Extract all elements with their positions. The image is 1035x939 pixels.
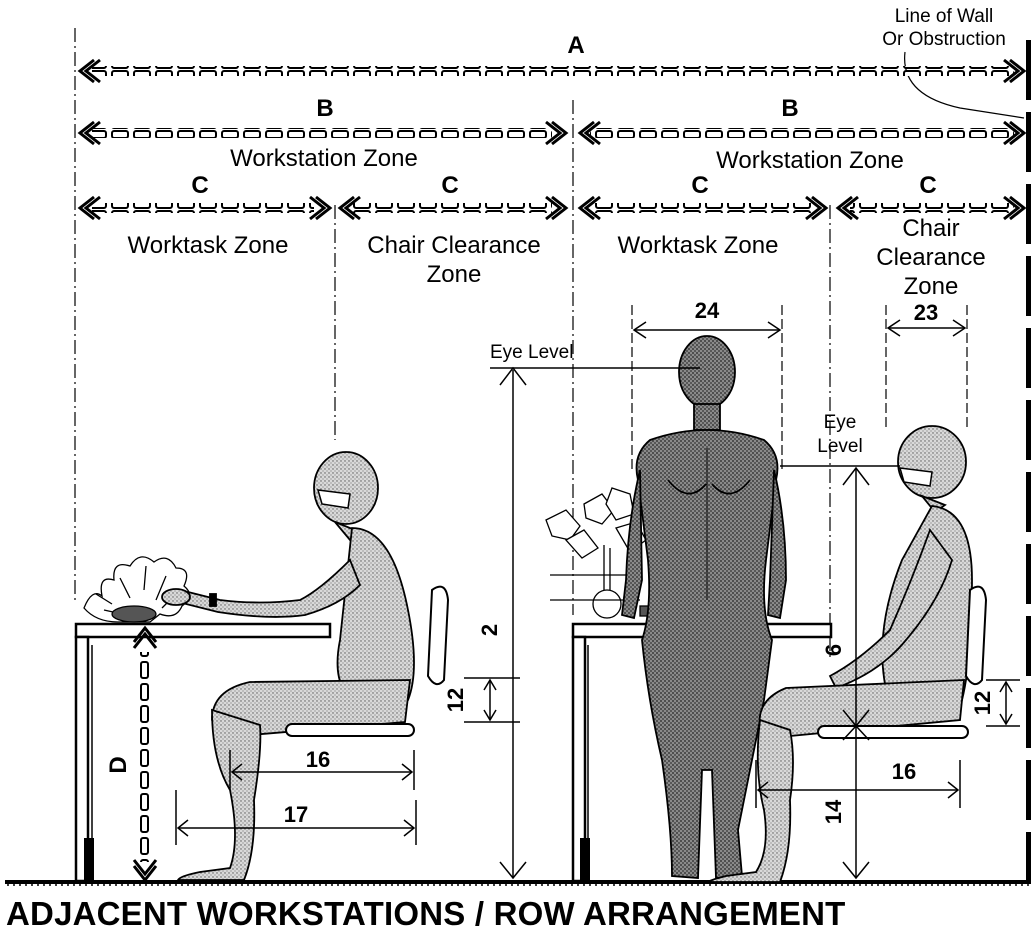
wall-note-line1: Line of Wall bbox=[895, 6, 994, 27]
chair-clearance-left-l2: Zone bbox=[427, 261, 482, 288]
seat-depth-left-value: 16 bbox=[306, 747, 330, 772]
wall-note-line2: Or Obstruction bbox=[882, 29, 1006, 50]
dimension-a: A bbox=[77, 32, 1027, 84]
plant-left bbox=[83, 556, 191, 623]
workstation-zone-left: Workstation Zone bbox=[230, 145, 418, 172]
worktask-zone-left: Worktask Zone bbox=[128, 232, 289, 259]
dim-knee-depth-left: 17 bbox=[175, 790, 417, 845]
chair-clearance-right-l1: Chair bbox=[902, 215, 959, 242]
floor bbox=[5, 880, 1031, 887]
dimension-d: D bbox=[105, 625, 158, 883]
dimension-c-row: C C C C bbox=[77, 172, 1027, 221]
label-a: A bbox=[567, 32, 584, 59]
diagram-title: ADJACENT WORKSTATIONS / ROW ARRANGEMENT bbox=[6, 895, 846, 932]
chair-clearance-right-l3: Zone bbox=[904, 273, 959, 300]
dim-seat-depth-left: 16 bbox=[229, 747, 415, 790]
wall-note: Line of Wall Or Obstruction bbox=[882, 6, 1025, 119]
standing-figure bbox=[621, 335, 787, 879]
seat-depth-right-value: 16 bbox=[892, 759, 916, 784]
label-c2: C bbox=[441, 172, 458, 199]
dim-seat-back-left: 12 bbox=[443, 677, 520, 723]
eye-level-seated-l1: Eye bbox=[824, 412, 857, 433]
knee-depth-left-value: 17 bbox=[284, 802, 308, 827]
dimension-b-right: B Workstation Zone bbox=[577, 95, 1027, 174]
dim-seat-depth-right: 16 bbox=[755, 759, 961, 808]
label-c1: C bbox=[191, 172, 208, 199]
dim-seat-back-right: 12 bbox=[970, 679, 1020, 727]
dim-chair-width: 23 bbox=[886, 300, 967, 337]
desk-left bbox=[74, 622, 332, 883]
seat-height-right-value: 14 bbox=[821, 799, 846, 824]
chair-left bbox=[285, 585, 450, 737]
label-b-left: B bbox=[316, 95, 333, 122]
label-c3: C bbox=[691, 172, 708, 199]
dim-standing-eye: Eye Level 2 bbox=[477, 342, 700, 880]
seated-figure-right bbox=[705, 425, 973, 883]
eye-level-seated-l2: Level bbox=[817, 436, 862, 457]
label-d: D bbox=[105, 756, 132, 773]
seat-back-left-value: 12 bbox=[443, 688, 468, 712]
dimension-b-left: B Workstation Zone bbox=[77, 95, 569, 172]
chair-clearance-left-l1: Chair Clearance bbox=[367, 232, 540, 259]
seat-back-right-value: 12 bbox=[970, 691, 995, 715]
label-b-right: B bbox=[781, 95, 798, 122]
chair-clearance-right-l2: Clearance bbox=[876, 244, 985, 271]
workstation-zone-right: Workstation Zone bbox=[716, 147, 904, 174]
standing-eye-height-value: 2 bbox=[477, 624, 502, 636]
zone-labels: Worktask Zone Chair Clearance Zone Workt… bbox=[128, 215, 986, 300]
reference-lines bbox=[74, 28, 968, 660]
seated-figure-left bbox=[161, 451, 415, 881]
chair-width-value: 23 bbox=[914, 300, 938, 325]
dim-seated-eye: Eye Level 6 14 bbox=[780, 412, 900, 880]
dim-shoulder-width: 24 bbox=[632, 298, 782, 339]
seated-eye-height-value: 6 bbox=[821, 644, 846, 656]
worktask-zone-right: Worktask Zone bbox=[618, 232, 779, 259]
eye-level-standing: Eye Level bbox=[490, 342, 573, 363]
shoulder-width-value: 24 bbox=[695, 298, 720, 323]
wall-line bbox=[1026, 40, 1031, 882]
label-c4: C bbox=[919, 172, 936, 199]
